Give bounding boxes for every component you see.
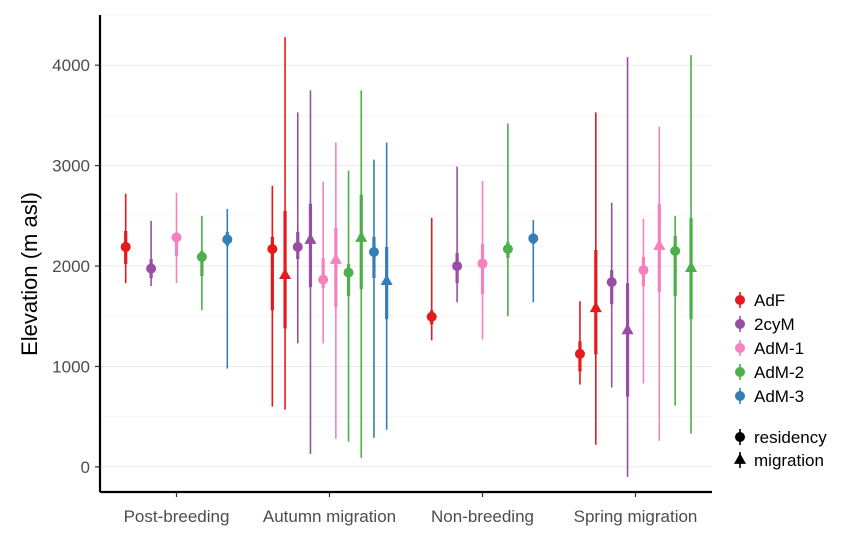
y-tick-label: 2000 — [52, 257, 90, 276]
residency-point — [196, 252, 207, 263]
legend-shape-migration: migration — [734, 451, 824, 470]
pointrange-AdM-1-residency — [171, 192, 182, 284]
migration-point — [589, 301, 602, 313]
y-tick-label: 1000 — [52, 357, 90, 376]
legend-swatch — [735, 367, 745, 377]
pointrange-2cyM-residency — [606, 202, 617, 388]
pointrange-AdM-2-residency — [670, 215, 681, 406]
residency-point — [638, 265, 649, 276]
residency-point — [292, 241, 303, 252]
residency-point — [452, 261, 463, 272]
migration-point — [279, 268, 292, 279]
legend-swatch — [735, 391, 745, 401]
migration-point — [653, 239, 666, 250]
data-marks — [120, 37, 698, 477]
x-tick-label: Post-breeding — [124, 507, 230, 526]
pointrange-AdM-3-residency — [528, 219, 539, 303]
legend-label: AdM-1 — [754, 339, 804, 358]
y-tick-label: 0 — [81, 458, 90, 477]
legend-circle-swatch — [735, 432, 745, 442]
residency-point — [171, 232, 182, 243]
residency-point — [426, 311, 437, 322]
migration-point — [685, 261, 698, 272]
residency-point — [267, 243, 278, 254]
residency-point — [606, 277, 617, 288]
residency-point — [477, 258, 488, 269]
legend-swatch — [735, 295, 745, 305]
migration-point — [355, 231, 368, 242]
tick-labels: 0 1000 2000 3000 4000 Post-breeding Autumn mig… — [52, 56, 697, 526]
pointrange-AdM-3-residency — [368, 159, 379, 438]
residency-point — [574, 348, 585, 359]
residency-point — [502, 243, 513, 254]
pointrange-AdF-residency — [574, 301, 585, 385]
residency-point — [343, 267, 354, 278]
legend-item-AdM-3: AdM-3 — [735, 387, 804, 406]
residency-point — [528, 233, 539, 244]
axes — [95, 15, 712, 497]
pointrange-AdF-residency — [426, 217, 437, 341]
migration-point — [329, 253, 342, 264]
legend-label: migration — [754, 451, 824, 470]
x-tick-label: Autumn migration — [263, 507, 396, 526]
pointrange-AdF-residency — [267, 185, 278, 407]
y-tick-label: 3000 — [52, 157, 90, 176]
pointrange-2cyM-residency — [452, 166, 463, 303]
pointrange-AdM-2-residency — [343, 170, 354, 442]
pointrange-AdM-2-migration — [355, 90, 368, 458]
migration-point — [304, 233, 317, 244]
pointrange-AdM-3-residency — [222, 208, 233, 369]
pointrange-AdM-1-residency — [477, 180, 488, 340]
migration-point — [380, 274, 393, 286]
y-axis-title: Elevation (m asl) — [17, 192, 42, 356]
pointrange-2cyM-migration — [304, 90, 317, 454]
migration-point — [621, 323, 634, 335]
pointrange-AdM-3-migration — [380, 142, 393, 430]
pointrange-AdM-2-migration — [685, 55, 698, 434]
legend-item-AdF: AdF — [735, 291, 785, 310]
pointrange-AdM-1-migration — [653, 126, 666, 441]
pointrange-AdF-migration — [589, 112, 602, 445]
residency-point — [222, 234, 233, 245]
residency-point — [146, 263, 157, 274]
residency-point — [120, 241, 131, 252]
legend-label: AdF — [754, 291, 785, 310]
legend-swatch — [735, 343, 745, 353]
pointrange-2cyM-migration — [621, 57, 634, 477]
residency-point — [670, 245, 681, 256]
legend-item-AdM-2: AdM-2 — [735, 363, 804, 382]
pointrange-2cyM-residency — [146, 220, 157, 287]
pointrange-2cyM-residency — [292, 112, 303, 344]
y-tick-label: 4000 — [52, 56, 90, 75]
residency-point — [368, 246, 379, 257]
pointrange-AdM-2-residency — [196, 215, 207, 311]
legend-item-AdM-1: AdM-1 — [735, 339, 804, 358]
residency-point — [318, 274, 329, 285]
pointrange-AdF-migration — [279, 37, 292, 410]
x-tick-label: Spring migration — [574, 507, 698, 526]
pointrange-AdM-1-migration — [329, 142, 342, 439]
legend-label: residency — [754, 428, 827, 447]
legend-shape-residency: residency — [735, 428, 827, 447]
legend: AdF 2cyM AdM-1 AdM-2 AdM-3 residency migration — [734, 291, 827, 470]
legend-label: AdM-3 — [754, 387, 804, 406]
pointrange-AdF-residency — [120, 193, 131, 284]
pointrange-AdM-1-residency — [638, 218, 649, 384]
legend-triangle-swatch — [734, 453, 746, 464]
legend-label: 2cyM — [754, 315, 795, 334]
pointrange-AdM-1-residency — [318, 181, 329, 344]
pointrange-AdM-2-residency — [502, 123, 513, 317]
legend-item-2cyM: 2cyM — [735, 315, 795, 334]
x-tick-label: Non-breeding — [431, 507, 534, 526]
legend-swatch — [735, 319, 745, 329]
grid-lines — [100, 14, 712, 468]
legend-label: AdM-2 — [754, 363, 804, 382]
